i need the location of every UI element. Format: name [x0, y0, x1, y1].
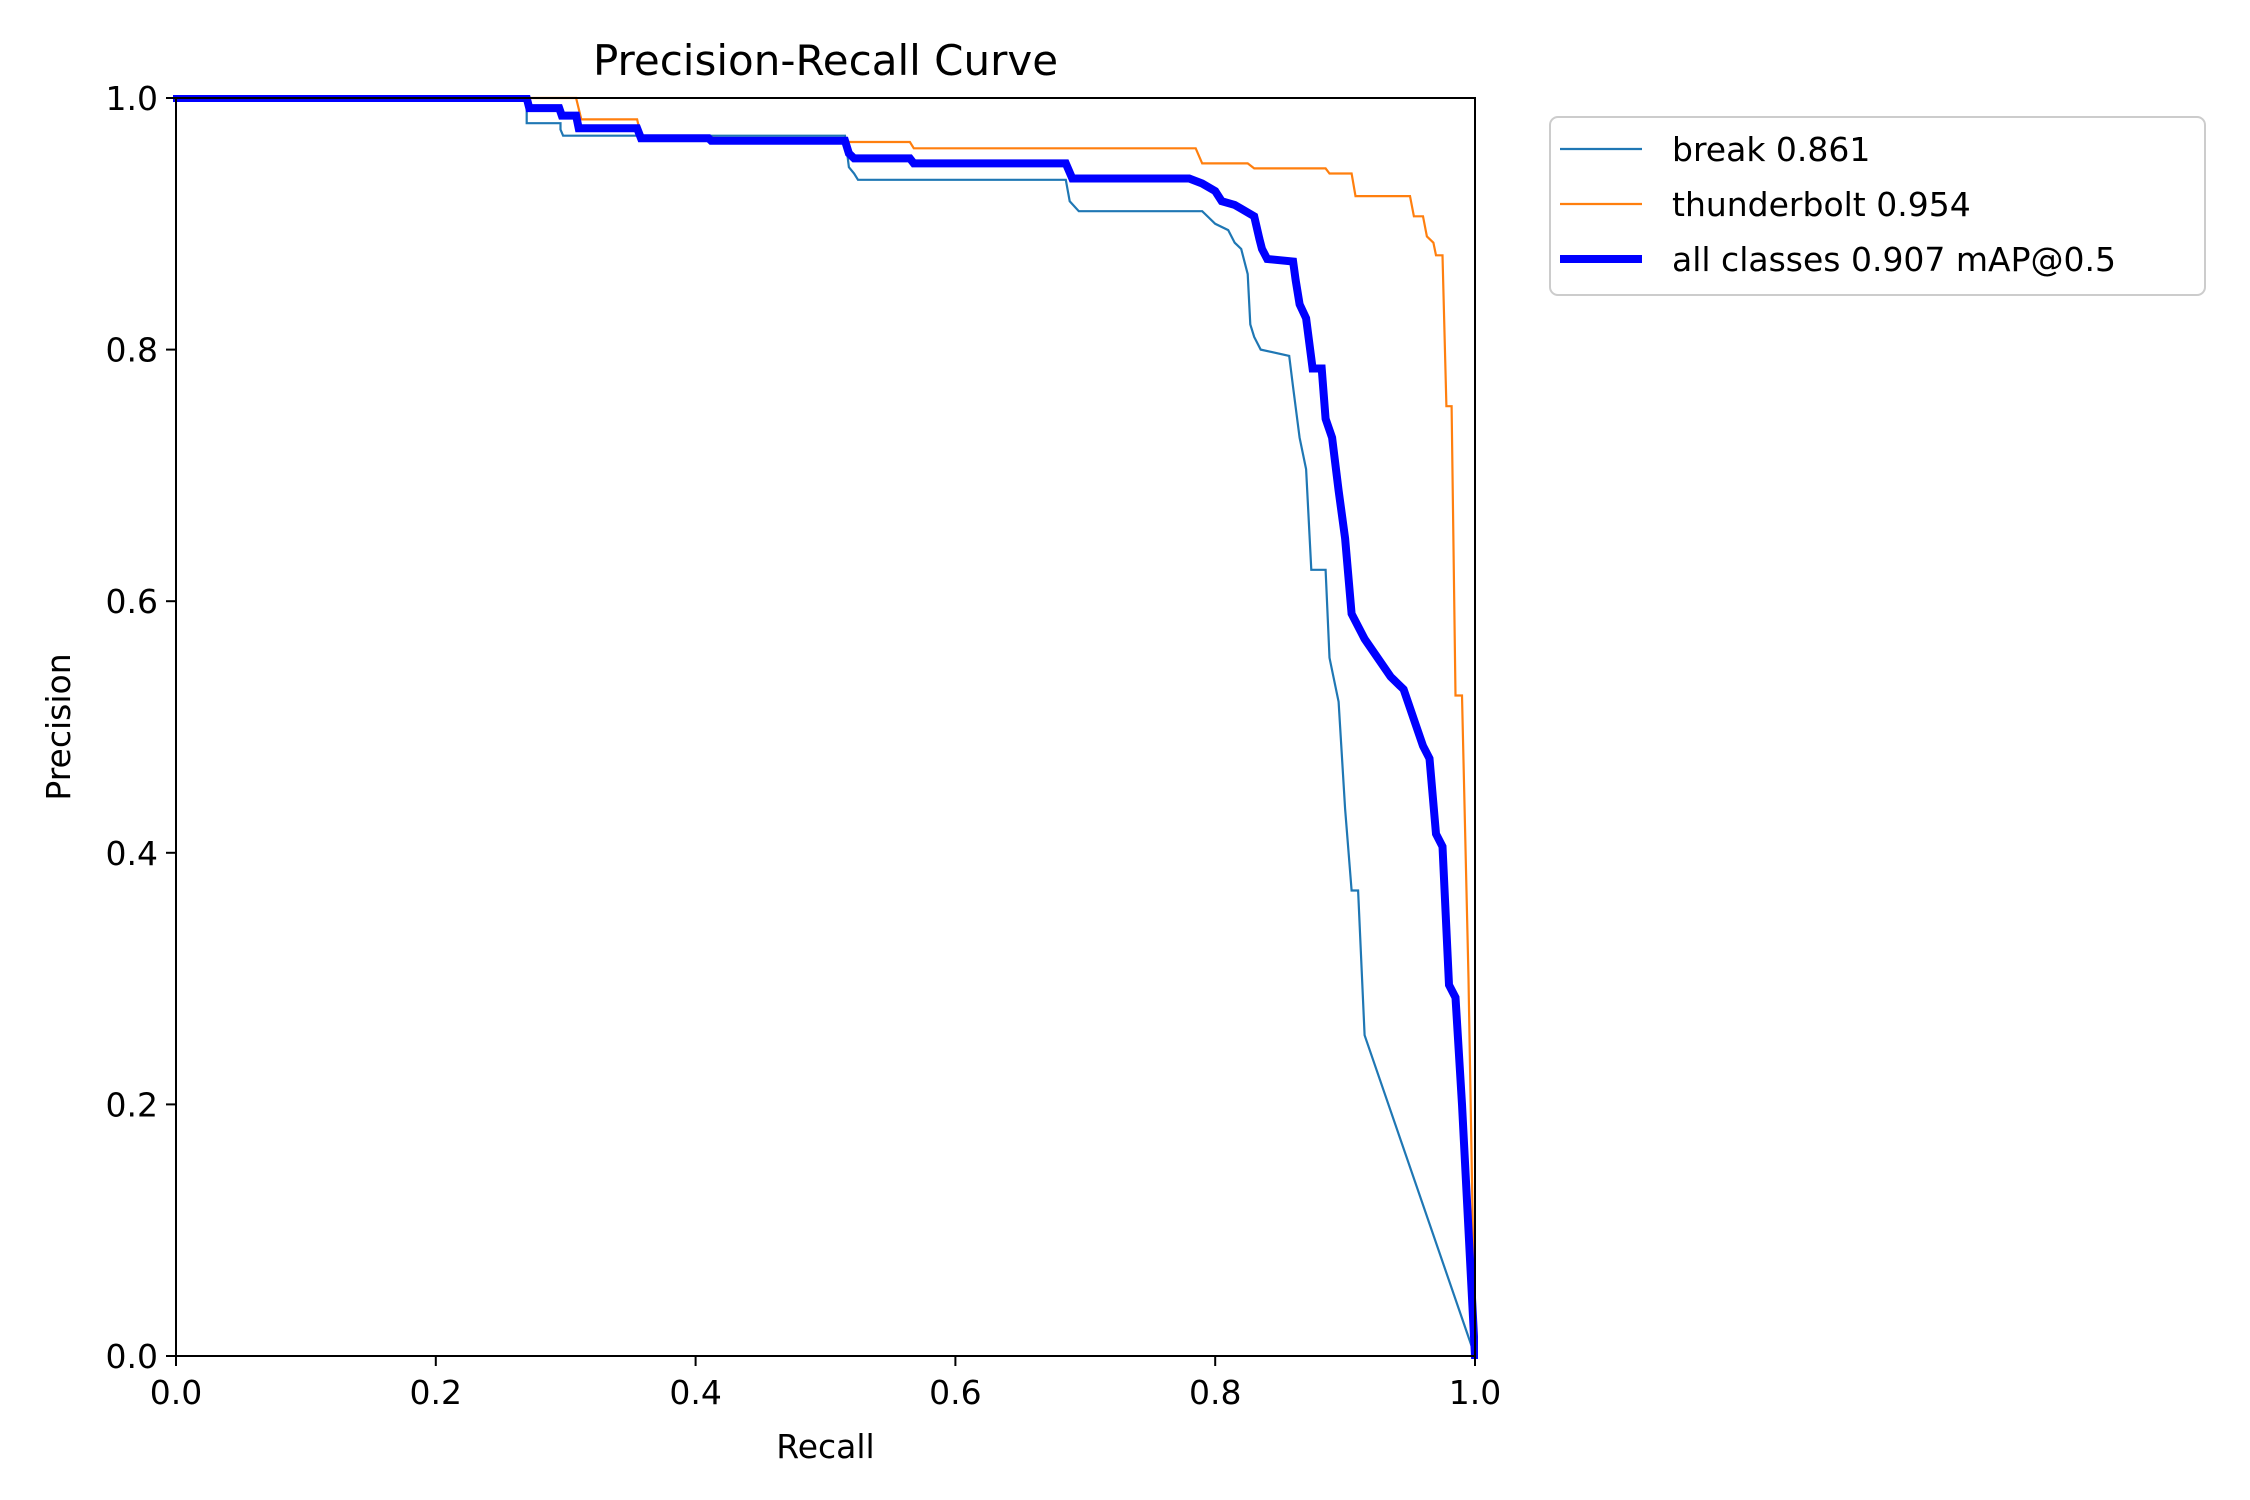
x-tick-label: 0.6 — [929, 1373, 981, 1412]
legend-label-0: break 0.861 — [1672, 130, 1870, 169]
series-line-0 — [174, 96, 1477, 1358]
series-line-1 — [174, 96, 1477, 1358]
y-tick-label: 0.2 — [106, 1085, 158, 1124]
legend-label-1: thunderbolt 0.954 — [1672, 185, 1971, 224]
legend-box — [1549, 116, 2206, 296]
x-tick-label: 0.4 — [669, 1373, 721, 1412]
chart-title: Precision-Recall Curve — [593, 36, 1058, 85]
x-tick-label: 1.0 — [1449, 1373, 1501, 1412]
plot-frame — [175, 97, 1476, 1357]
x-tick-label: 0.0 — [150, 1373, 202, 1412]
series-line-2 — [173, 95, 1478, 1359]
y-tick-label: 0.4 — [106, 834, 158, 873]
x-tick-label: 0.2 — [410, 1373, 462, 1412]
y-tick-label: 0.0 — [106, 1337, 158, 1376]
series-group — [173, 95, 1478, 1359]
plot-layer: 0.0 0.2 0.4 0.6 0.8 1.0 0.0 0.2 0.4 0.6 0.8 1.0 — [106, 79, 1502, 1412]
y-tick-label: 0.8 — [106, 331, 158, 370]
x-tick-label: 0.8 — [1189, 1373, 1241, 1412]
legend-label-2: all classes 0.907 mAP@0.5 — [1672, 240, 2116, 279]
legend: break 0.861 thunderbolt 0.954 all classes … — [1549, 116, 2206, 296]
y-tick-label: 0.6 — [106, 582, 158, 621]
y-tick-label: 1.0 — [106, 79, 158, 118]
y-axis-label: Precision — [39, 653, 78, 800]
x-axis-label: Recall — [776, 1427, 874, 1466]
